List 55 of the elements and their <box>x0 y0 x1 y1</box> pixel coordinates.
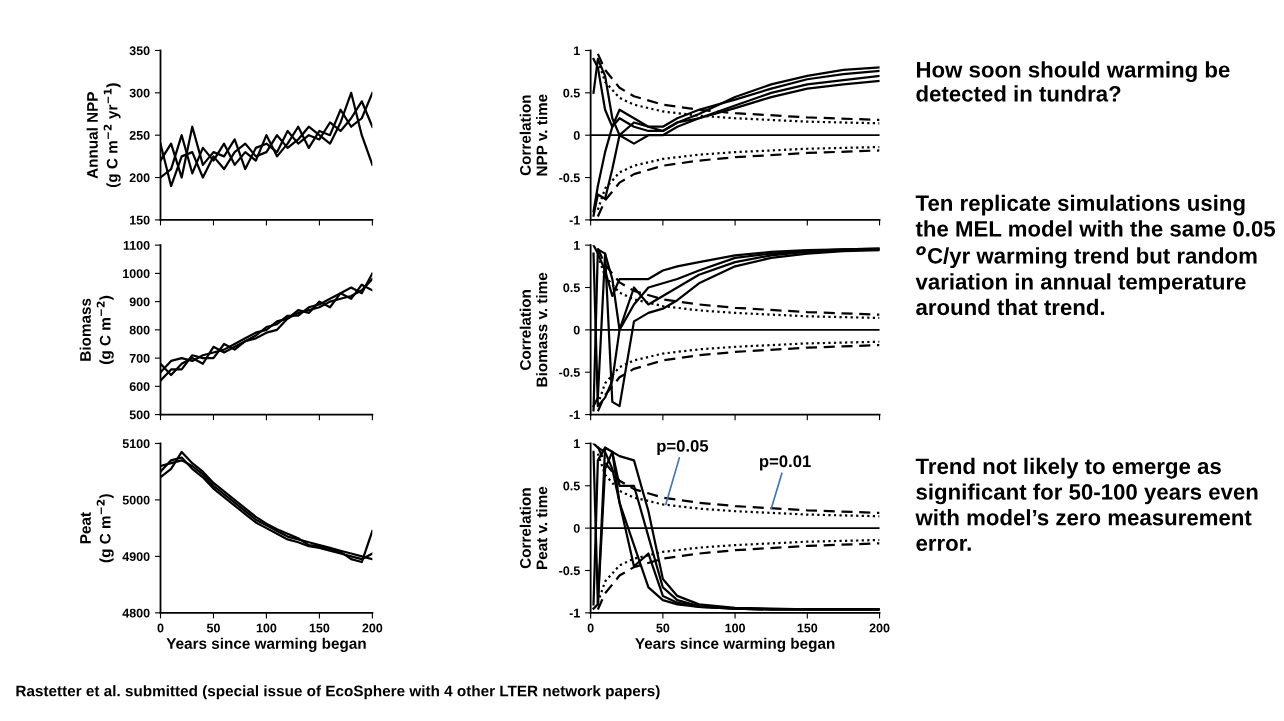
y-tick-label: 0.5 <box>563 481 580 491</box>
y-tick-label: 250 <box>129 130 150 140</box>
y-tick-label: 5000 <box>122 495 150 505</box>
y-tick-label: 0 <box>573 325 580 335</box>
y-tick-label: -0.5 <box>559 368 580 377</box>
y-tick-label: 900 <box>129 297 150 307</box>
x-tick-label: 0 <box>157 623 164 633</box>
x-tick-label: 150 <box>797 623 818 633</box>
y-tick-label: 600 <box>129 382 150 391</box>
y-tick-label: 150 <box>130 215 150 225</box>
annotation: p=0.01 <box>760 455 811 471</box>
x-tick-label: 100 <box>725 623 746 633</box>
y-tick-label: 1 <box>574 46 580 55</box>
y-tick-label: 800 <box>129 325 150 335</box>
x-tick-label: 100 <box>256 623 277 633</box>
y-tick-label: 350 <box>129 46 150 56</box>
y-tick-label: 0 <box>573 523 580 533</box>
x-tick-label: 200 <box>869 623 890 633</box>
x-tick-label: 200 <box>362 623 383 633</box>
y-tick-label: -1 <box>569 410 580 420</box>
text: Rastetter et al. submitted (special issue of EcoSphere with 4 other LTER network papers) <box>16 685 660 700</box>
y-axis-title: Annual NPP (g C m$^{−2}$ yr$^{−1}$) <box>86 83 121 188</box>
y-tick-label: 1100 <box>123 240 150 250</box>
x-axis-title: Years since warming began <box>166 637 366 653</box>
y-axis-title: Correlation Peat v. time <box>519 486 548 569</box>
y-tick-label: 300 <box>129 88 150 98</box>
y-tick-label: 1 <box>574 241 580 250</box>
x-tick-label: 150 <box>309 623 330 633</box>
y-tick-label: 4900 <box>122 552 150 562</box>
y-tick-label: 0.5 <box>563 283 580 293</box>
x-axis-title: Years since warming began <box>635 637 835 653</box>
y-tick-label: 1000 <box>123 269 150 279</box>
y-axis-title: Correlation Biomass v. time <box>519 272 548 387</box>
y-axis-title: Peat (g C m$^{−2}$) <box>80 494 114 563</box>
y-tick-label: 200 <box>129 173 150 183</box>
y-tick-label: 0 <box>573 130 580 140</box>
y-tick-label: -1 <box>569 608 580 618</box>
annotation: p=0.05 <box>657 440 709 456</box>
x-tick-label: 50 <box>656 623 670 633</box>
x-tick-label: 50 <box>206 623 220 633</box>
text: Trend not likely to emerge as significant for 50-100 years even with model’s zero measurement error. <box>915 457 1258 551</box>
y-axis-title: Biomass (g C m$^{−2}$) <box>79 295 114 364</box>
y-tick-label: 700 <box>129 353 150 363</box>
y-axis-title: Correlation NPP v. time <box>519 94 548 176</box>
y-tick-label: 5100 <box>122 439 150 449</box>
y-tick-label: -0.5 <box>559 173 580 183</box>
y-tick-label: 500 <box>129 410 150 420</box>
y-tick-label: 1 <box>574 439 580 448</box>
y-tick-label: -1 <box>569 215 580 225</box>
text: Ten replicate simulations using the MEL model with the same 0.05 $^{o}$C/yr warming trend but random variation in annual temperature around that trend. <box>915 194 1276 316</box>
y-tick-label: 0.5 <box>563 88 580 98</box>
y-tick-label: -0.5 <box>559 566 580 576</box>
text: How soon should warming be detected in tundra? <box>916 61 1230 102</box>
y-tick-label: 4800 <box>122 608 150 618</box>
x-tick-label: 0 <box>587 623 594 633</box>
